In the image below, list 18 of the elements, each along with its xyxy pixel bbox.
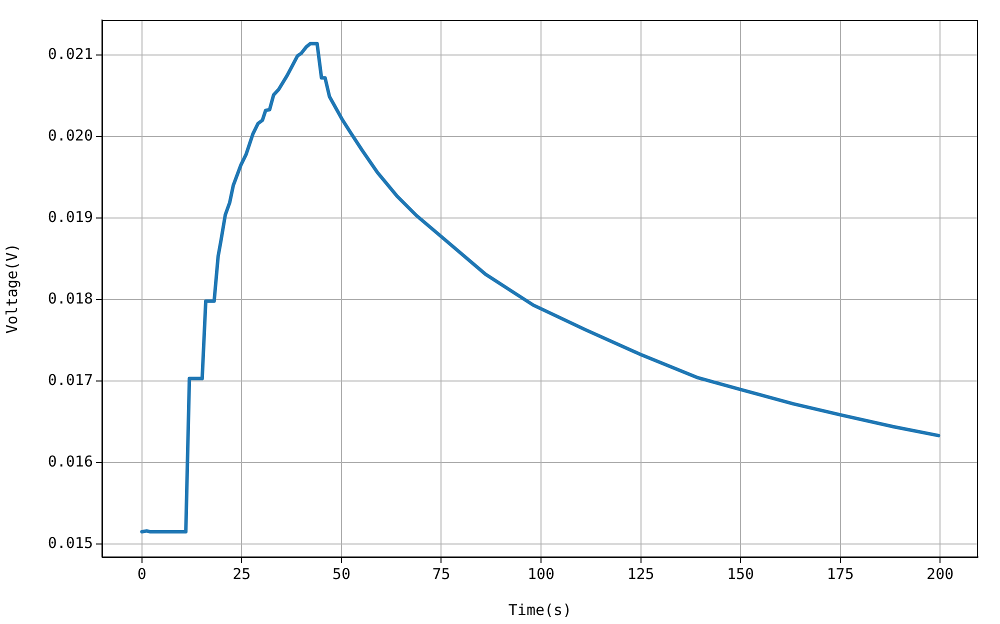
y-tick-label: 0.017 xyxy=(48,370,93,389)
x-tick-label: 200 xyxy=(926,564,954,583)
x-tick-label: 125 xyxy=(627,564,654,583)
x-axis-title: Time(s) xyxy=(508,600,572,619)
x-tick-label: 175 xyxy=(826,564,854,583)
y-tick-label: 0.019 xyxy=(48,208,93,226)
y-tick-label: 0.021 xyxy=(48,44,93,63)
y-tick-label: 0.020 xyxy=(48,126,93,144)
x-tick-label: 25 xyxy=(232,564,251,583)
x-tick-label: 75 xyxy=(432,564,450,583)
x-tick-label: 150 xyxy=(726,564,754,583)
y-axis-title: Voltage(V) xyxy=(2,243,21,334)
y-tick-label: 0.016 xyxy=(48,452,93,470)
y-tick-label: 0.018 xyxy=(48,289,93,308)
x-tick-label: 100 xyxy=(527,564,555,583)
x-tick-label: 0 xyxy=(137,564,146,583)
y-tick-label: 0.015 xyxy=(48,534,93,552)
x-tick-label: 50 xyxy=(332,564,350,583)
